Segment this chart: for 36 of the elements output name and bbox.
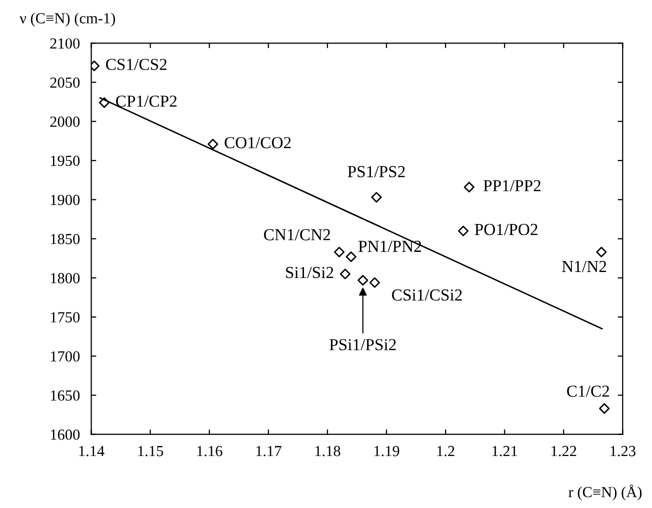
y-tick-label: 1650 [50,390,80,401]
x-tick-label: 1.23 [610,446,636,456]
annotation: Si1/Si2 [286,266,334,278]
x-tick-label: 1.22 [552,446,576,456]
y-tick-label: 1850 [50,234,80,244]
x-tick-label: 1.21 [492,446,518,456]
annotation: CN1/CN2 [264,229,330,240]
annotation: CP1/CP2 [116,96,177,107]
y-tick-label: 2100 [50,38,80,49]
x-tick-label: 1.14 [79,446,104,456]
x-axis-title: r (C≡N) (Å) [568,484,642,500]
y-tick-label: 1700 [50,351,80,362]
y-axis-title: ν (C≡N) (cm-1) [20,12,116,27]
y-tick-label: 1950 [50,156,80,166]
y-tick-label: 2000 [50,116,80,127]
y-tick-label: 1750 [50,312,80,322]
x-tick-label: 1.19 [374,446,400,456]
annotation: PP1/PP2 [484,180,540,192]
annotation: PSi1/PSi2 [330,339,396,350]
y-tick-label: 2050 [50,77,80,88]
x-tick-label: 1.18 [315,446,340,456]
x-tick-label: 1.16 [197,446,222,456]
annotation: PS1/PS2 [348,166,405,178]
x-tick-label: 1.2 [437,446,454,456]
y-tick-label: 1800 [50,273,80,284]
annotation: PO1/PO2 [474,224,538,236]
annotation: CS1/CS2 [106,58,166,70]
x-tick-label: 1.17 [256,446,282,456]
annotation: CO1/CO2 [224,137,291,148]
annotation: C1/C2 [567,386,609,397]
annotation: CSi1/CSi2 [392,289,462,301]
y-tick-label: 1900 [50,194,80,206]
y-tick-label: 1600 [50,429,80,440]
x-tick-label: 1.15 [138,446,164,456]
annotation: PN1/PN2 [358,240,421,252]
annotation: N1/N2 [562,260,606,272]
